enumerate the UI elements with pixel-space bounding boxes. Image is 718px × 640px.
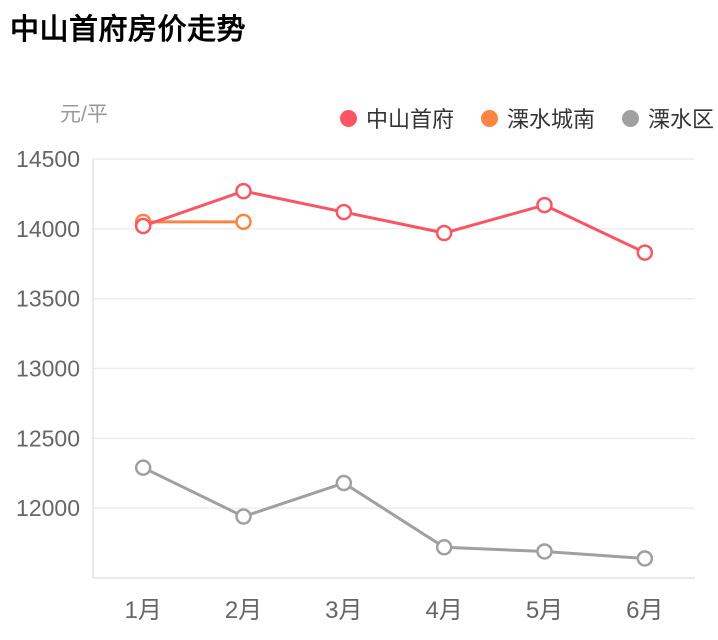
- y-axis-unit-label: 元/平: [60, 103, 108, 126]
- data-point[interactable]: [134, 459, 152, 476]
- x-tick-label: 6月: [626, 597, 663, 624]
- series-line: [141, 189, 647, 255]
- data-point[interactable]: [235, 182, 252, 200]
- data-point[interactable]: [435, 224, 453, 242]
- y-tick-label: 12500: [16, 425, 80, 451]
- legend-item-series-3[interactable]: 溧水区: [621, 102, 714, 134]
- legend-dot-icon: [480, 109, 498, 127]
- y-tick-label: 14000: [16, 216, 80, 242]
- page-title: 中山首府房价走势: [10, 14, 247, 46]
- data-point[interactable]: [335, 203, 353, 221]
- x-tick-label: 2月: [225, 597, 262, 624]
- y-tick-label: 14500: [16, 146, 80, 172]
- data-point[interactable]: [536, 543, 553, 560]
- x-tick-label: 4月: [425, 597, 462, 624]
- data-point[interactable]: [636, 244, 654, 261]
- data-point[interactable]: [536, 196, 553, 214]
- data-point[interactable]: [335, 474, 353, 492]
- legend: 中山首府 溧水城南 溧水区: [339, 102, 714, 134]
- x-tick-label: 5月: [526, 597, 563, 624]
- legend-label: 中山首府: [365, 107, 454, 132]
- legend-dot-icon: [621, 109, 639, 127]
- data-point[interactable]: [235, 213, 252, 231]
- x-tick-label: 1月: [124, 597, 161, 624]
- y-tick-label: 13500: [16, 286, 80, 312]
- data-point[interactable]: [435, 539, 453, 556]
- legend-item-series-2[interactable]: 溧水城南: [480, 102, 595, 134]
- legend-label: 溧水城南: [506, 107, 595, 132]
- y-tick-label: 13000: [16, 356, 80, 382]
- data-point[interactable]: [134, 217, 152, 235]
- data-point[interactable]: [636, 550, 654, 567]
- legend-label: 溧水区: [647, 107, 714, 132]
- y-tick-label: 12000: [16, 495, 80, 521]
- x-tick-label: 3月: [325, 597, 362, 624]
- legend-item-series-1[interactable]: 中山首府: [339, 102, 454, 134]
- series-line: [141, 466, 647, 560]
- data-point[interactable]: [235, 508, 252, 525]
- legend-dot-icon: [339, 109, 357, 127]
